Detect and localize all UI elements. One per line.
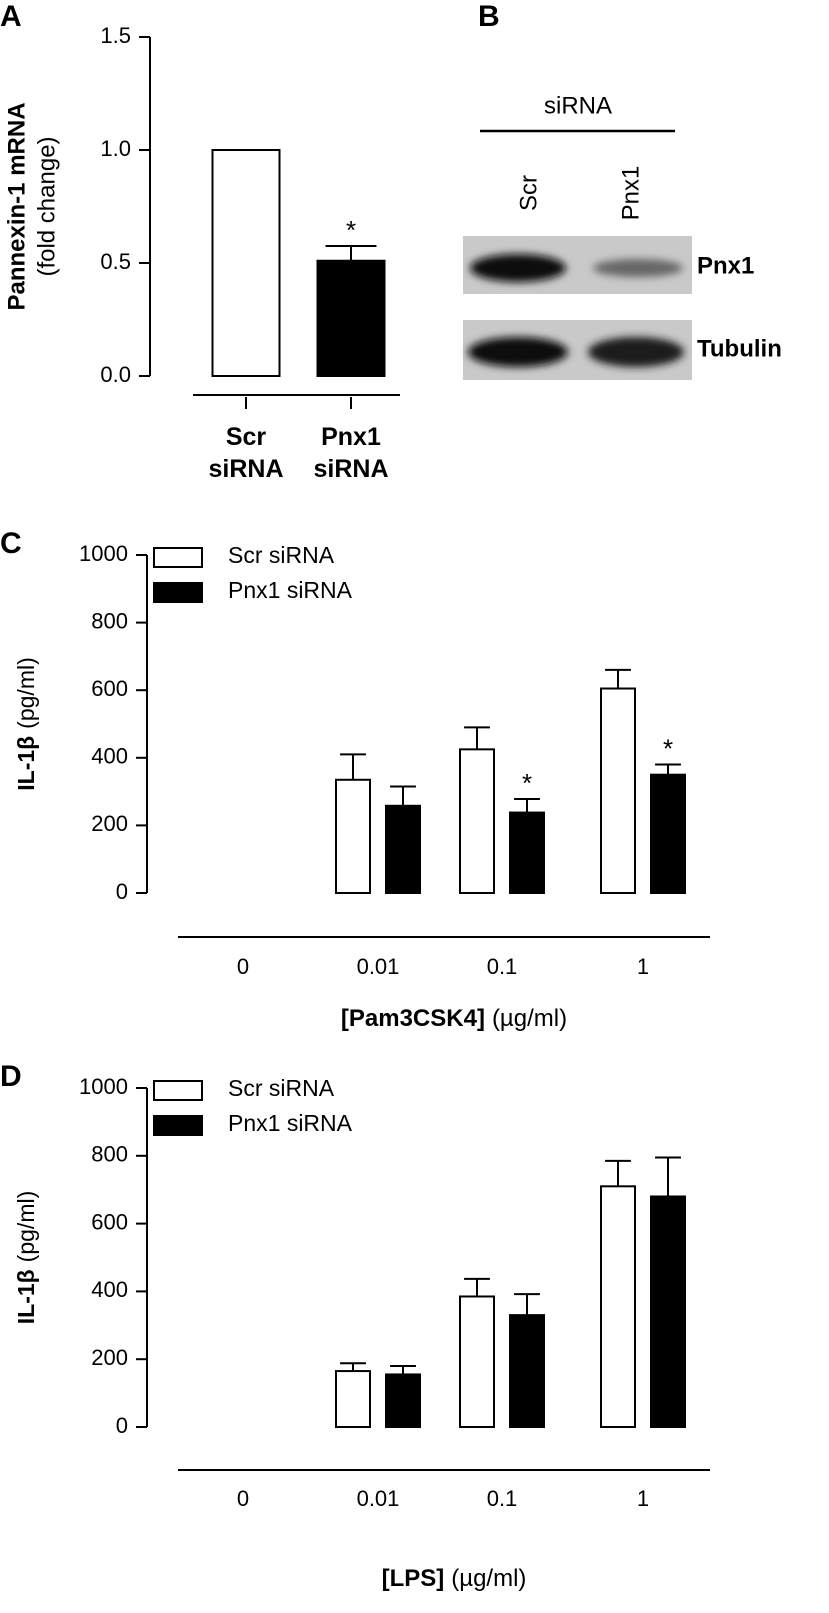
panel-letter: A xyxy=(0,0,22,33)
y-tick-label: 1000 xyxy=(79,1074,128,1099)
y-tick-label: 1.0 xyxy=(100,136,131,161)
x-tick-label: 0 xyxy=(237,954,249,979)
bar xyxy=(600,687,636,895)
row-label: Pnx1 xyxy=(697,252,754,279)
legend-swatch xyxy=(153,582,203,603)
lane-label: Pnx1 xyxy=(617,166,644,221)
bar xyxy=(335,778,371,895)
band xyxy=(468,337,568,367)
row-label: Tubulin xyxy=(697,335,782,362)
bar xyxy=(459,1295,495,1428)
panel-letter: B xyxy=(478,0,500,33)
x-tick-label: 1 xyxy=(637,1486,649,1511)
lane-label: Scr xyxy=(515,175,542,211)
bar xyxy=(459,748,495,894)
y-tick-label: 200 xyxy=(91,1345,128,1370)
x-tick-label: 1 xyxy=(637,954,649,979)
bar xyxy=(650,773,686,895)
western-blot: B siRNA Scr Pnx1 Pnx1 Tubulin xyxy=(463,0,782,380)
y-axis-title: IL-1β (pg/ml) xyxy=(13,1191,39,1325)
bar xyxy=(509,1314,545,1429)
x-axis-unit: (µg/ml) xyxy=(492,1005,567,1032)
y-axis-title: Pannexin-1 mRNA xyxy=(3,102,30,310)
x-tick-label: 0.01 xyxy=(357,954,400,979)
y-axis-unit: (fold change) xyxy=(33,136,60,276)
legend-label: Scr siRNA xyxy=(228,1075,335,1101)
band xyxy=(470,254,566,282)
x-tick-label: 0.01 xyxy=(357,1486,400,1511)
x-axis-title: [Pam3CSK4] (µg/ml) xyxy=(341,1005,567,1032)
y-tick-label: 200 xyxy=(91,811,128,836)
bar xyxy=(650,1195,686,1428)
band xyxy=(593,259,683,277)
significance-mark: * xyxy=(663,733,673,763)
x-axis-title-main: [Pam3CSK4] xyxy=(341,1005,485,1032)
legend-label: Scr siRNA xyxy=(228,542,335,568)
x-tick-label: 0.1 xyxy=(487,954,518,979)
y-tick-label: 800 xyxy=(91,1142,128,1167)
y-axis-unit: (pg/ml) xyxy=(13,1191,39,1263)
bar xyxy=(335,1370,371,1428)
y-tick-label: 0.0 xyxy=(100,362,131,387)
x-axis-unit: (µg/ml) xyxy=(451,1565,526,1592)
y-tick-label: 800 xyxy=(91,608,128,633)
bar xyxy=(211,149,281,377)
bar xyxy=(600,1185,636,1429)
significance-mark: * xyxy=(346,215,356,245)
x-tick-label: Pnx1 siRNA xyxy=(313,423,389,483)
y-tick-label: 400 xyxy=(91,1277,128,1302)
y-axis-title: IL-1β (pg/ml) xyxy=(13,657,39,791)
panel-letter: C xyxy=(0,527,22,560)
y-tick-label: 0 xyxy=(116,879,128,904)
y-tick-label: 600 xyxy=(91,1209,128,1234)
legend-label: Pnx1 siRNA xyxy=(228,1110,353,1136)
panel-letter: D xyxy=(0,1060,22,1093)
y-tick-label: 1000 xyxy=(79,541,128,566)
bar xyxy=(385,804,421,895)
x-axis-title: [LPS] (µg/ml) xyxy=(382,1565,527,1592)
bar xyxy=(316,259,386,377)
y-axis-title-main: IL-1β xyxy=(13,1269,39,1324)
blot-header: siRNA xyxy=(544,92,612,119)
bar xyxy=(385,1373,421,1428)
legend-swatch xyxy=(153,1115,203,1136)
y-tick-label: 1.5 xyxy=(100,23,131,48)
legend-swatch xyxy=(153,1080,203,1101)
band xyxy=(588,337,684,367)
y-axis-unit: (pg/ml) xyxy=(13,657,39,729)
significance-mark: * xyxy=(522,768,532,798)
y-axis-title-main: IL-1β xyxy=(13,736,39,791)
y-tick-label: 600 xyxy=(91,676,128,701)
legend-swatch xyxy=(153,547,203,568)
x-axis-title-main: [LPS] xyxy=(382,1565,445,1592)
y-tick-label: 400 xyxy=(91,744,128,769)
legend-label: Pnx1 siRNA xyxy=(228,577,353,603)
x-tick-label: 0.1 xyxy=(487,1486,518,1511)
bar xyxy=(509,811,545,895)
y-tick-label: 0 xyxy=(116,1413,128,1438)
x-tick-label: Scr siRNA xyxy=(208,423,284,483)
y-tick-label: 0.5 xyxy=(100,249,131,274)
x-tick-label: 0 xyxy=(237,1486,249,1511)
